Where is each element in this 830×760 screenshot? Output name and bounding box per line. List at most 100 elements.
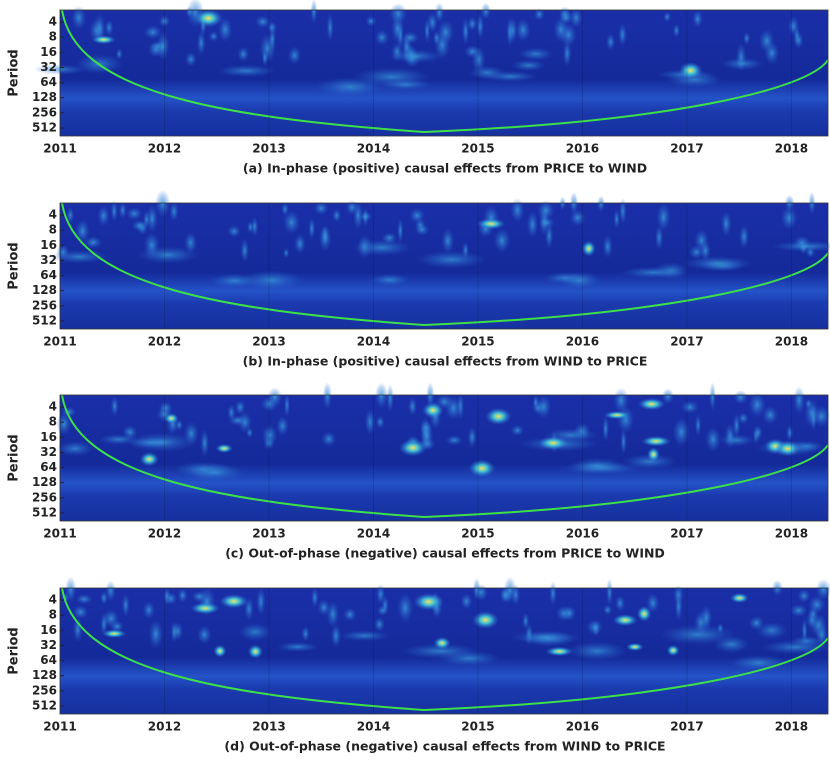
plot-frame: [59, 394, 829, 522]
heatmap-hotspot: [91, 35, 116, 45]
heatmap-texture: [441, 228, 455, 254]
heatmap-hotspot: [468, 459, 496, 478]
heatmap-texture: [118, 201, 127, 219]
heatmap-texture: [56, 440, 94, 457]
y-tick-label: 64: [40, 460, 57, 474]
heatmap-texture: [321, 431, 337, 447]
y-tick-label: 16: [40, 238, 57, 252]
heatmap-texture: [246, 427, 254, 438]
y-tick-label: 512: [32, 120, 57, 134]
heatmap-hotspot: [626, 642, 644, 651]
heatmap-texture: [185, 51, 197, 67]
heatmap-texture: [515, 18, 531, 42]
heatmap-texture: [414, 223, 430, 236]
y-tick-label: 8: [49, 608, 57, 622]
y-tick-label: 128: [32, 475, 57, 489]
y-tick-label: 8: [49, 415, 57, 429]
heatmap-texture: [558, 11, 574, 25]
heatmap-texture: [330, 623, 342, 648]
heatmap-texture: [533, 8, 545, 21]
heatmap-texture: [694, 413, 702, 437]
heatmap-texture: [476, 13, 485, 40]
heatmap-texture: [339, 630, 390, 642]
heatmap-texture: [511, 59, 546, 72]
x-tick-label: 2018: [775, 720, 808, 734]
heatmap-texture: [602, 414, 610, 443]
heatmap-texture: [136, 246, 199, 264]
heatmap-hotspot: [641, 435, 671, 447]
heatmap-texture: [506, 17, 514, 47]
heatmap-texture: [682, 256, 753, 271]
y-tick-label: 64: [40, 653, 57, 667]
heatmap-texture: [247, 220, 254, 234]
heatmap-texture: [729, 655, 788, 671]
heatmap-texture: [569, 8, 583, 28]
y-tick-label: 128: [32, 90, 57, 104]
heatmap-texture: [276, 416, 289, 436]
heatmap-texture: [483, 70, 538, 82]
y-tick-label: 8: [49, 223, 57, 237]
heatmap-texture: [66, 207, 75, 224]
heatmap-texture: [301, 625, 310, 642]
heatmap-hotspot: [190, 602, 220, 615]
caption: (b) In-phase (positive) causal effects f…: [243, 354, 648, 369]
heatmap-texture: [619, 197, 627, 225]
y-tick-label: 256: [32, 490, 57, 504]
x-tick-label: 2017: [670, 720, 703, 734]
heatmap-hotspot: [678, 62, 703, 80]
x-tick-label: 2015: [461, 720, 494, 734]
y-tick-label: 16: [40, 430, 57, 444]
heatmap-texture: [146, 204, 158, 233]
heatmap-texture: [511, 630, 581, 645]
y-tick-label: 4: [49, 15, 57, 29]
heatmap-hotspot: [647, 447, 660, 462]
heatmap-texture: [756, 621, 788, 640]
heatmap-texture: [537, 200, 555, 221]
heatmap-hotspot: [102, 629, 127, 638]
heatmap-texture: [738, 412, 749, 425]
x-tick-label: 2014: [357, 527, 390, 541]
y-tick-label: 32: [40, 253, 57, 267]
heatmap-texture: [606, 578, 613, 606]
heatmap-texture: [518, 47, 554, 61]
x-tick-label: 2017: [670, 527, 703, 541]
heatmap-texture: [762, 405, 779, 425]
caption: (a) In-phase (positive) causal effects f…: [243, 161, 647, 176]
x-tick-label: 2018: [775, 527, 808, 541]
x-tick-label: 2018: [775, 335, 808, 349]
y-tick-label: 64: [40, 268, 57, 282]
heatmap-texture: [808, 595, 826, 614]
heatmap-texture: [460, 593, 473, 610]
heatmap-texture: [110, 200, 118, 222]
heatmap-texture: [426, 12, 438, 33]
heatmap-texture: [560, 271, 600, 289]
heatmap-hotspot: [247, 644, 264, 659]
heatmap-texture: [672, 23, 680, 38]
heatmap-texture: [228, 415, 247, 426]
heatmap-texture: [771, 240, 830, 252]
heatmap-texture: [806, 611, 818, 629]
heatmap-texture: [692, 9, 703, 29]
heatmap-texture: [397, 217, 404, 244]
heatmap-texture: [467, 426, 477, 449]
x-tick-label: 2011: [43, 720, 76, 734]
heatmap-texture: [72, 605, 89, 620]
x-tick-label: 2017: [670, 335, 703, 349]
heatmap-texture: [364, 408, 376, 436]
heatmap-texture: [793, 32, 804, 49]
heatmap-hotspot: [637, 398, 666, 411]
heatmap-texture: [526, 210, 539, 239]
heatmap-texture: [738, 224, 750, 249]
heatmap-texture: [156, 31, 170, 61]
heatmap-texture: [261, 49, 268, 67]
heatmap-hotspot: [603, 411, 631, 420]
heatmap-texture: [200, 429, 210, 458]
heatmap-texture: [100, 612, 108, 636]
heatmap-texture: [615, 595, 626, 612]
panel: 2011 2012 2013 2014 2015 2016 2017 2018 48163264…: [7, 382, 830, 561]
heatmap-texture: [493, 228, 511, 253]
heatmap-texture: [480, 2, 491, 20]
heatmap-texture: [674, 591, 683, 622]
x-tick-label: 2014: [357, 142, 390, 156]
